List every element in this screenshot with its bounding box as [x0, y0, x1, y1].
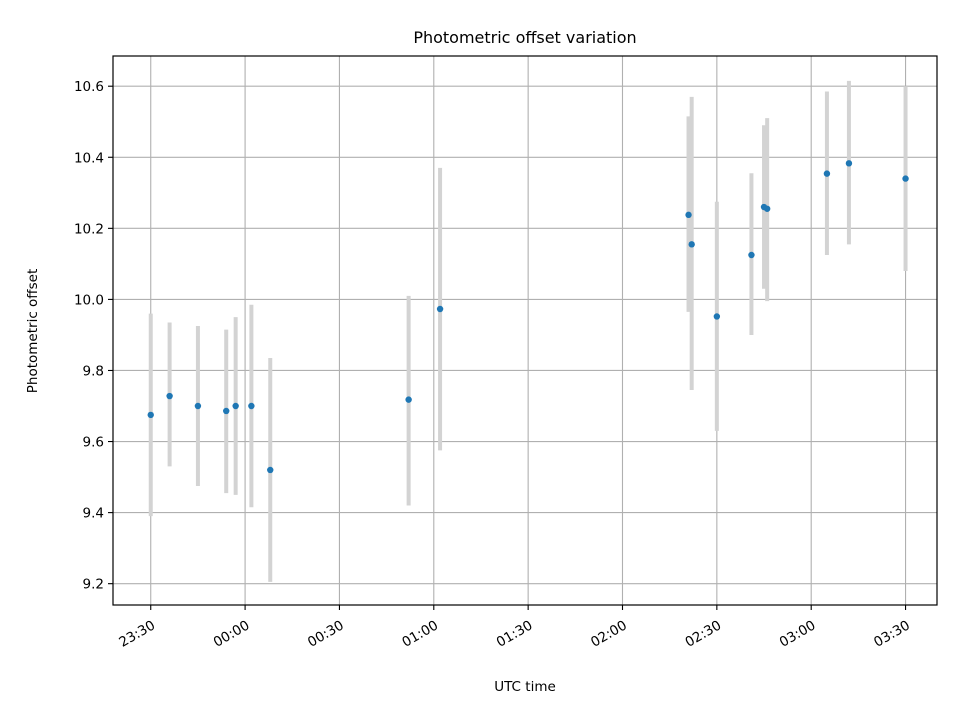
data-point: [267, 466, 274, 474]
chart-title: Photometric offset variation: [413, 28, 636, 47]
y-tick-label: 9.6: [83, 435, 104, 451]
data-point: [194, 402, 202, 410]
data-point: [688, 241, 695, 248]
data-point: [436, 305, 444, 313]
y-tick-label: 9.4: [83, 506, 104, 522]
y-tick-label: 10.0: [74, 292, 104, 308]
data-point: [248, 402, 255, 410]
data-point: [763, 205, 771, 212]
x-axis-label: UTC time: [494, 679, 556, 695]
data-points: [147, 160, 909, 474]
data-point: [845, 160, 853, 167]
plot-frame: [112, 55, 938, 606]
y-tick-label: 10.4: [74, 150, 104, 166]
data-point: [685, 211, 692, 219]
data-point: [902, 175, 909, 182]
y-tick-label: 10.2: [74, 221, 104, 237]
data-point: [748, 251, 755, 259]
data-point: [223, 407, 230, 415]
data-point: [147, 411, 154, 419]
y-tick-label: 9.2: [83, 577, 104, 593]
y-axis-label: Photometric offset: [25, 269, 41, 393]
data-point: [405, 396, 412, 403]
data-point: [232, 402, 239, 410]
data-point: [823, 170, 831, 177]
data-point: [713, 313, 721, 320]
y-tick-label: 10.6: [74, 79, 104, 95]
data-point: [166, 392, 173, 400]
y-tick-label: 9.8: [83, 363, 104, 379]
